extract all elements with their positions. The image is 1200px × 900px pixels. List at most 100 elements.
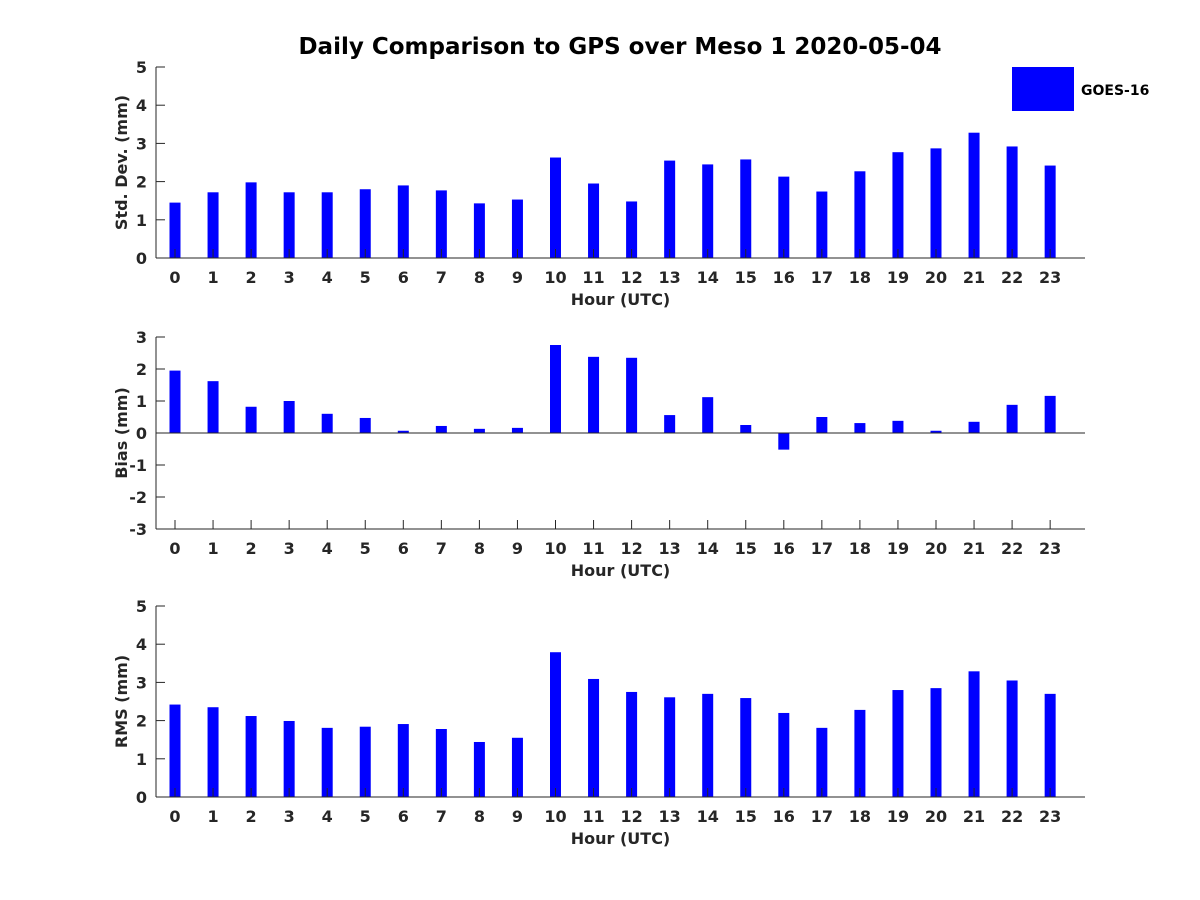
bar-hour-10 [550,157,561,258]
x-tick-label: 10 [544,539,566,558]
bar-hour-3 [283,192,295,258]
bar-hour-20 [930,430,942,433]
bar-hour-6 [397,185,409,258]
x-tick-label: 11 [582,539,604,558]
bar-hour-5 [359,189,371,258]
x-tick-label: 16 [773,268,795,287]
bar-hour-17 [816,727,828,797]
x-tick-label: 18 [849,807,871,826]
x-tick-label: 1 [207,268,218,287]
x-axis-label: Hour (UTC) [571,290,671,309]
x-tick-label: 2 [246,539,257,558]
bar-hour-21 [968,132,980,258]
x-axis-label: Hour (UTC) [571,561,671,580]
y-tick-label: 1 [136,211,147,230]
x-tick-label: 19 [887,268,909,287]
bar-hour-12 [626,201,638,258]
x-tick-label: 12 [620,807,642,826]
y-tick-label: 1 [136,392,147,411]
bar-hour-2 [245,182,257,258]
bar-hour-15 [740,698,752,797]
x-tick-label: 7 [436,268,447,287]
bar-hour-18 [854,709,866,797]
bar-hour-16 [778,712,790,797]
bar-hour-20 [930,148,942,258]
x-tick-label: 17 [811,807,833,826]
bar-hour-2 [245,406,257,433]
bar-hour-10 [550,345,561,433]
bar-hour-1 [207,192,219,258]
x-tick-label: 17 [811,268,833,287]
x-tick-label: 21 [963,539,985,558]
x-tick-label: 22 [1001,539,1023,558]
bar-hour-13 [664,160,676,258]
x-tick-label: 2 [246,268,257,287]
x-tick-label: 4 [322,268,333,287]
bar-hour-23 [1044,165,1056,258]
y-tick-label: 2 [136,712,147,731]
bar-hour-3 [283,401,295,433]
x-tick-label: 5 [360,268,371,287]
x-tick-label: 21 [963,807,985,826]
x-tick-label: 23 [1039,268,1061,287]
x-tick-label: 18 [849,268,871,287]
bar-hour-14 [702,397,714,433]
x-tick-label: 6 [398,268,409,287]
bar-hour-18 [854,423,866,433]
bar-hour-13 [664,415,676,433]
bar-hour-2 [245,716,257,797]
x-tick-label: 4 [322,539,333,558]
bar-hour-23 [1044,395,1056,433]
bar-hour-7 [435,190,447,258]
bar-hour-14 [702,164,714,258]
x-tick-label: 19 [887,539,909,558]
bar-hour-0 [169,370,181,433]
y-tick-label: -2 [129,488,147,507]
x-tick-label: 16 [773,539,795,558]
x-tick-label: 9 [512,807,523,826]
bar-hour-22 [1006,404,1018,433]
x-tick-label: 23 [1039,539,1061,558]
figure-title: Daily Comparison to GPS over Meso 1 2020… [298,34,941,60]
bar-hour-7 [435,425,447,433]
bar-hour-6 [397,430,409,433]
bar-hour-8 [473,428,485,433]
y-axis-label: RMS (mm) [112,655,131,748]
x-tick-label: 19 [887,807,909,826]
x-tick-label: 21 [963,268,985,287]
bar-hour-21 [968,421,980,433]
x-tick-label: 5 [360,539,371,558]
x-tick-label: 12 [620,268,642,287]
x-tick-label: 13 [659,807,681,826]
bar-hour-12 [626,691,638,797]
bar-hour-6 [397,724,409,797]
x-tick-label: 14 [697,539,719,558]
x-tick-label: 7 [436,539,447,558]
y-tick-label: 0 [136,249,147,268]
x-axis-label: Hour (UTC) [571,829,671,848]
x-tick-label: 22 [1001,807,1023,826]
x-tick-label: 11 [582,268,604,287]
bar-hour-12 [626,357,638,433]
y-tick-label: 5 [136,58,147,77]
y-tick-label: 0 [136,424,147,443]
bar-hour-1 [207,381,219,433]
x-tick-label: 10 [544,268,566,287]
bar-hour-17 [816,417,828,433]
bar-hour-0 [169,202,181,258]
bar-hour-4 [321,413,333,433]
y-tick-label: -1 [129,456,147,475]
y-tick-label: 1 [136,750,147,769]
x-tick-label: 13 [659,539,681,558]
y-tick-label: 2 [136,360,147,379]
x-tick-label: 2 [246,807,257,826]
x-tick-label: 7 [436,807,447,826]
bar-hour-0 [169,704,181,797]
bar-hour-16 [778,433,790,450]
bar-hour-11 [588,678,600,797]
bar-hour-13 [664,697,676,797]
bar-hour-9 [511,199,523,258]
